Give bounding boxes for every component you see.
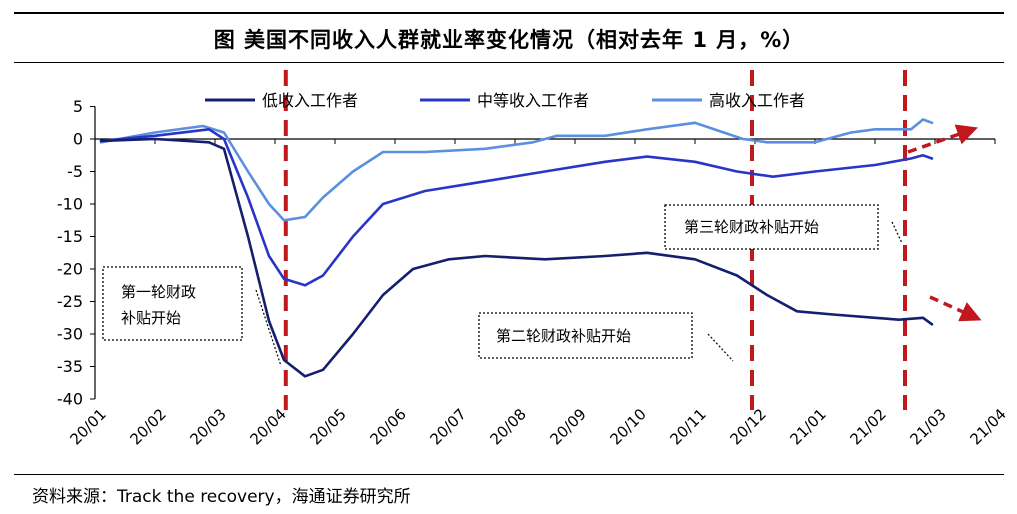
title-bottom-rule [14,62,1004,63]
legend: 低收入工作者 中等收入工作者 高收入工作者 [205,91,805,110]
y-tick-label: -35 [57,357,83,376]
y-tick-label: -5 [67,162,83,181]
x-tick-label: 20/04 [247,405,290,448]
x-tick-label: 20/01 [67,405,110,448]
legend-label-high: 高收入工作者 [709,91,805,110]
series-line-high [99,118,934,222]
x-tick-label: 20/12 [727,405,770,448]
series-line-low [99,137,934,378]
annotation-first-line: 第一轮财政 [121,283,196,301]
x-tick-label: 21/01 [787,405,830,448]
series-line-mid [99,128,934,287]
y-tick-label: -40 [57,390,83,409]
y-tick-label: 5 [73,97,83,116]
series-lines [99,118,934,378]
x-tick-label: 21/02 [847,405,890,448]
trend-arrow-up [907,124,978,154]
x-tick-label: 21/04 [967,405,1010,448]
annotation-third-text: 第三轮财政补贴开始 [684,218,819,236]
x-tick-label: 20/08 [487,405,530,448]
trend-arrow-down [929,295,982,322]
x-tick-label: 20/03 [187,405,230,448]
legend-label-mid: 中等收入工作者 [477,91,589,110]
annotation-leader-third [891,221,903,244]
x-tick-label: 20/05 [307,405,350,448]
x-tick-label: 20/07 [427,405,470,448]
annotation-box-first [102,266,243,341]
annotation-leader-second [707,333,734,362]
annotation-leader-first [255,289,282,367]
x-tick-label: 21/03 [907,405,950,448]
stimulus-markers [283,70,907,410]
annotation-second-text: 第二轮财政补贴开始 [496,327,631,345]
y-tick-label: -25 [57,292,83,311]
y-tick-label: -15 [57,227,83,246]
annotation-box-third [664,204,879,250]
title-top-rule [14,12,1004,14]
x-tick-label: 20/10 [607,405,650,448]
annotation-first-line: 补贴开始 [121,309,181,327]
x-tick-label: 20/09 [547,405,590,448]
chart-title: 图 美国不同收入人群就业率变化情况（相对去年 1 月，%） [213,28,805,52]
x-tick-label: 20/02 [127,405,170,448]
legend-label-low: 低收入工作者 [262,91,358,110]
y-tick-label: 0 [73,130,83,149]
y-tick-label: -10 [57,195,83,214]
y-tick-label: -30 [57,325,83,344]
annotation-box-second [478,312,693,359]
x-tick-label: 20/06 [367,405,410,448]
x-tick-label: 20/11 [667,405,710,448]
source-note: 资料来源：Track the recovery，海通证券研究所 [32,487,411,507]
source-rule [14,474,1004,475]
y-tick-label: -20 [57,260,83,279]
